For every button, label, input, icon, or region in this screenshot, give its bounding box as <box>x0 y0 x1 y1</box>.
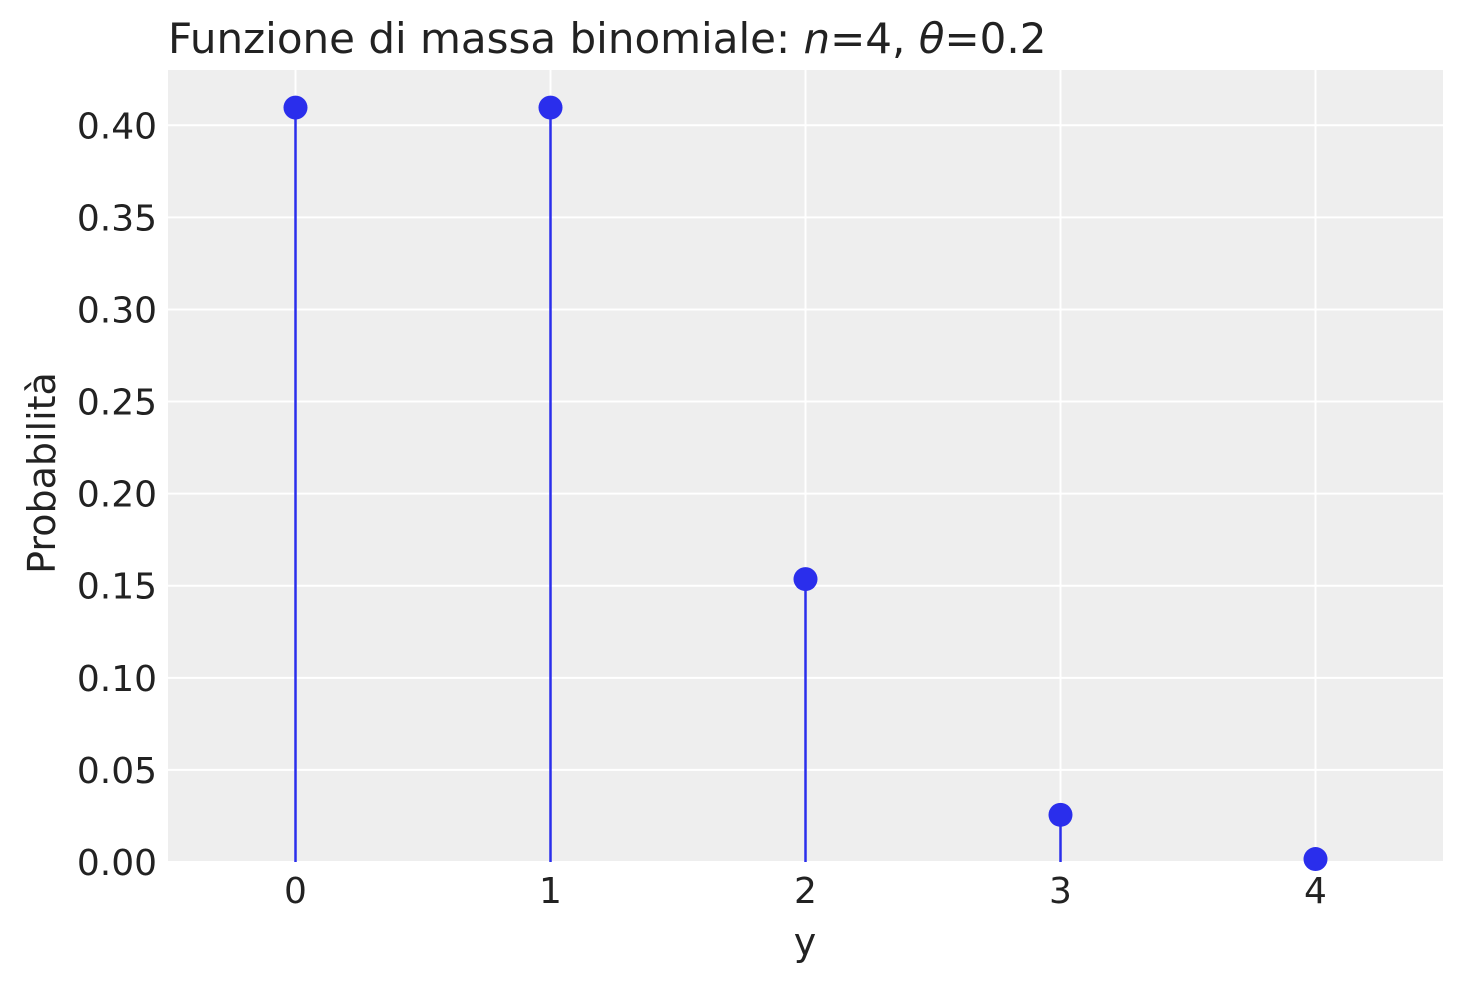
title-n-symbol: n <box>803 14 831 63</box>
y-tick-label: 0.20 <box>77 475 157 516</box>
x-tick-label: 3 <box>1049 871 1072 912</box>
y-axis-ticks: 0.00 0.05 0.10 0.15 0.20 0.25 0.30 0.35 0.40 <box>77 106 157 884</box>
chart-title: Funzione di massa binomiale: n=4, θ=0.2 <box>168 14 1046 63</box>
title-prefix: Funzione di massa binomiale: <box>168 14 804 63</box>
x-axis-ticks: 0 1 2 3 4 <box>284 871 1327 912</box>
x-tick-label: 0 <box>284 871 307 912</box>
x-tick-label: 1 <box>539 871 562 912</box>
stem-marker <box>793 567 818 592</box>
x-tick-label: 4 <box>1304 871 1327 912</box>
y-tick-label: 0.05 <box>77 751 157 792</box>
stem-marker <box>538 95 563 120</box>
x-axis-label: y <box>794 920 817 964</box>
y-tick-label: 0.35 <box>77 198 157 239</box>
y-tick-label: 0.15 <box>77 567 157 608</box>
title-theta-symbol: θ <box>918 14 945 63</box>
title-n-value: =4, <box>830 14 919 63</box>
y-tick-label: 0.40 <box>77 106 157 147</box>
stem-marker <box>1303 847 1328 872</box>
stem-marker <box>283 95 308 120</box>
y-tick-label: 0.25 <box>77 383 157 424</box>
title-theta-value: =0.2 <box>944 14 1047 63</box>
stem-marker <box>1048 802 1073 827</box>
stems <box>283 95 1328 872</box>
y-tick-label: 0.00 <box>77 843 157 884</box>
x-tick-label: 2 <box>794 871 817 912</box>
y-tick-label: 0.10 <box>77 659 157 700</box>
y-axis-label: Probabilità <box>20 372 64 574</box>
y-tick-label: 0.30 <box>77 290 157 331</box>
